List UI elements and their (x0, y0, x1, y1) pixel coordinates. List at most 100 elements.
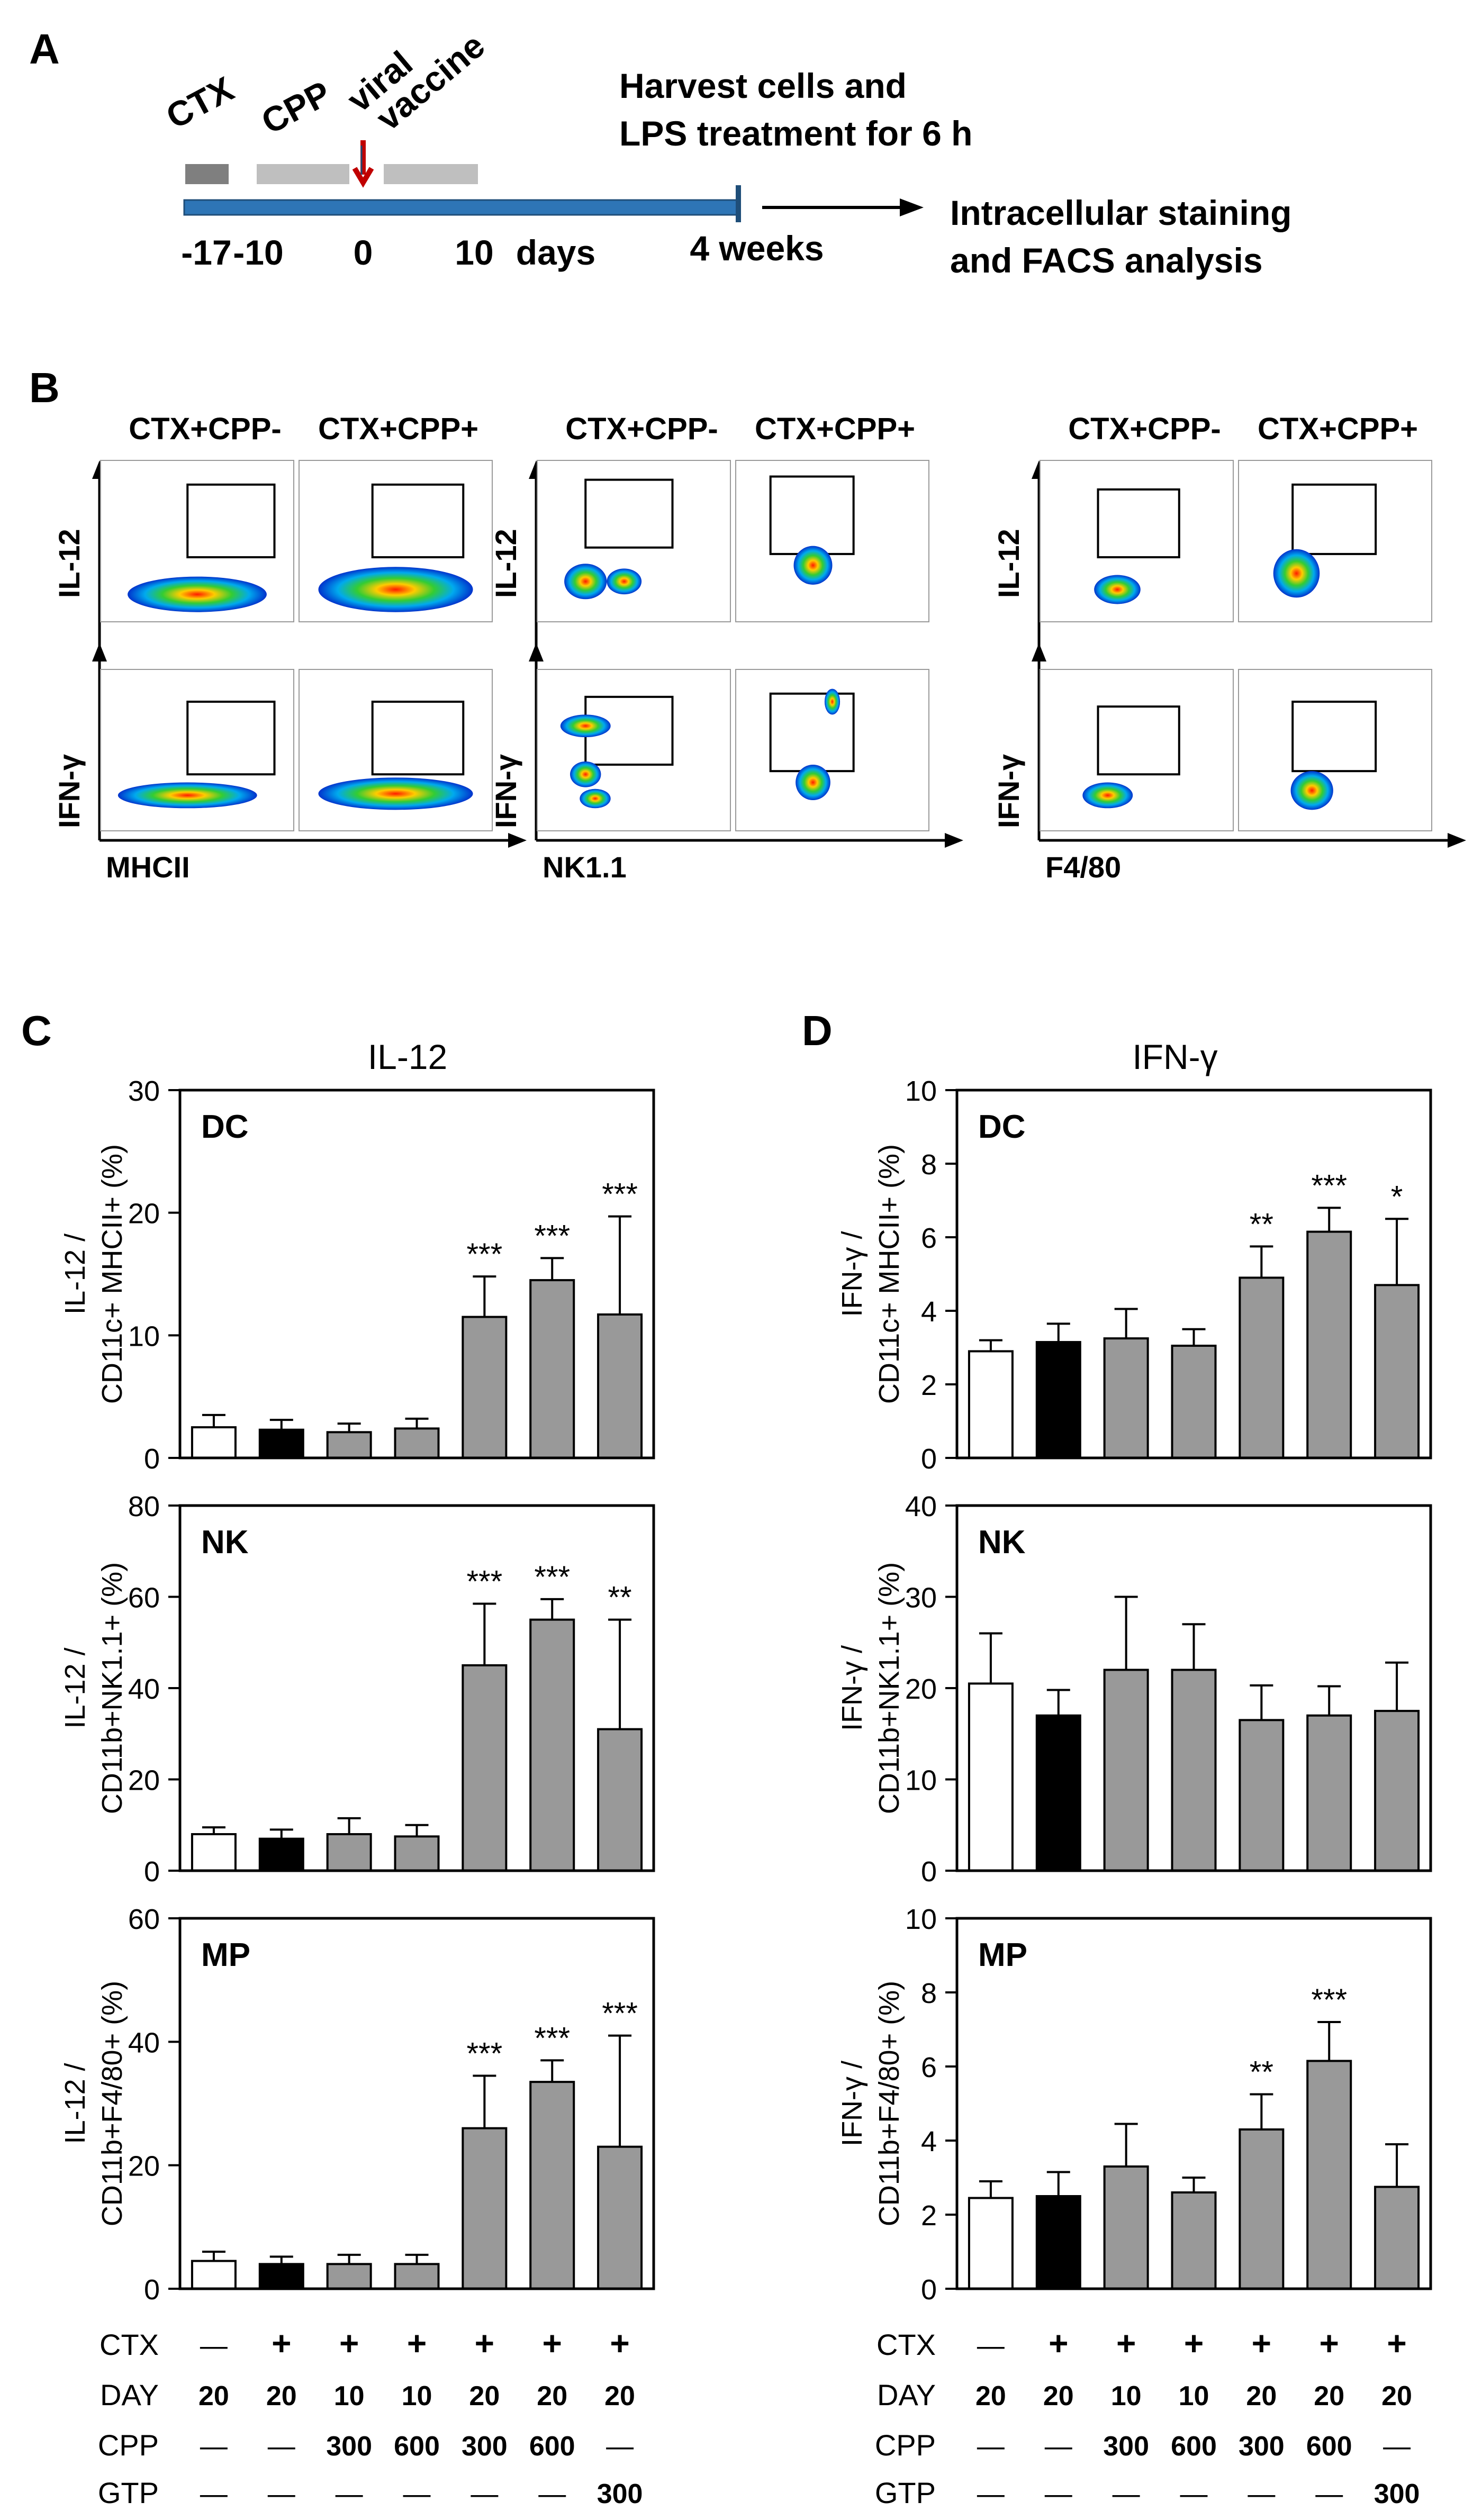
condition-value: + (610, 2324, 629, 2362)
significance-label: *** (534, 2021, 570, 2055)
condition-value: 600 (394, 2431, 440, 2462)
flow-population (318, 567, 473, 612)
condition-value: 10 (402, 2381, 432, 2412)
flow-population (560, 714, 611, 738)
significance-label: *** (534, 1219, 570, 1253)
flow-population (1273, 549, 1320, 598)
condition-value: — (1383, 2431, 1411, 2462)
condition-value: 300 (1103, 2431, 1149, 2462)
flow-plot-groups: CTX+CPP- CTX+CPP+ MHCII IL-12 IFN-γ CTX+CPP- C… (52, 412, 1466, 884)
y-tick-label: 0 (144, 2274, 160, 2306)
condition-label-right: CTX+CPP+ (318, 412, 478, 446)
cpp-bar-after (384, 164, 478, 184)
y-label-line2: CD11c+ MHCII+ (%) (873, 1144, 905, 1404)
flow-y-axis-arrow (1032, 643, 1046, 661)
condition-value: — (403, 2479, 431, 2509)
y-label-line2: CD11b+NK1.1+ (%) (873, 1562, 905, 1814)
condition-value: 600 (1171, 2431, 1217, 2462)
bar (1103, 1669, 1149, 1872)
condition-value: 20 (1246, 2381, 1277, 2412)
condition-value: + (1116, 2324, 1136, 2362)
significance-label: *** (534, 1560, 570, 1594)
condition-value: + (475, 2324, 494, 2362)
flow-population (1082, 782, 1133, 809)
y-tick-label: 0 (921, 1443, 937, 1475)
condition-value: 10 (334, 2381, 365, 2412)
flow-population (607, 568, 642, 595)
y-tick-label: 8 (921, 1978, 937, 2009)
bar (1306, 2060, 1352, 2290)
condition-value: + (1320, 2324, 1339, 2362)
bar (1035, 1341, 1081, 1459)
plot-frame (955, 1089, 1432, 1460)
y-label-line1: IFN-γ / (836, 2061, 868, 2146)
bar (258, 2263, 304, 2290)
y-tick-label: 40 (128, 1673, 160, 1705)
chart-C-MP: *** *** *** 0 20 40 60 MP IL-12 /CD11b+F4/80+ (%… (59, 1903, 655, 2306)
condition-value: 20 (1043, 2381, 1074, 2412)
condition-value: — (200, 2331, 228, 2361)
bar (529, 2081, 575, 2290)
y-tick-label: 60 (128, 1903, 160, 1935)
bar (462, 1316, 508, 1459)
flow-x-axis-arrow (1448, 833, 1466, 848)
condition-row-label: DAY (877, 2378, 936, 2412)
tick-days: days (516, 233, 595, 272)
bar (326, 2263, 372, 2290)
bar (1239, 1276, 1285, 1459)
harvest-line-1: Harvest cells and (619, 66, 907, 105)
condition-value: — (1180, 2479, 1208, 2509)
condition-value: — (538, 2479, 566, 2509)
y-label-line2: CD11b+F4/80+ (%) (873, 1981, 905, 2226)
condition-value: — (606, 2431, 634, 2462)
condition-value: — (1045, 2479, 1072, 2509)
bar (462, 2127, 508, 2290)
bar (1374, 1284, 1420, 1460)
panel-b: B CTX+CPP- CTX+CPP+MHCIIIL-12IFN-γCTX+CPP… (29, 364, 1466, 884)
condition-row-label: DAY (100, 2378, 159, 2412)
bar (1306, 1714, 1352, 1872)
y-label-line2: CD11b+F4/80+ (%) (96, 1981, 128, 2226)
condition-row-label: GTP (875, 2476, 936, 2509)
bar (597, 1728, 643, 1872)
y-tick-label: 2 (921, 2200, 937, 2232)
bar (968, 1682, 1014, 1872)
bar (326, 1833, 372, 1872)
condition-label-right: CTX+CPP+ (1258, 412, 1418, 446)
bar (1171, 2191, 1217, 2290)
y-tick-label: 20 (128, 1198, 160, 1230)
y-tick-label: 10 (905, 1903, 937, 1935)
significance-label: * (1391, 1180, 1403, 1214)
bar (394, 1427, 440, 1459)
flow-population (118, 782, 257, 809)
condition-value: 20 (537, 2381, 567, 2412)
significance-label: *** (1311, 1983, 1347, 2017)
bar (394, 1835, 440, 1872)
plot-frame (178, 1504, 655, 1872)
panel-b-letter: B (29, 364, 60, 411)
flow-gate (371, 483, 465, 558)
panel-d-title: IFN-γ (1132, 1037, 1217, 1076)
condition-value: 300 (1374, 2479, 1420, 2509)
condition-value: 300 (462, 2431, 508, 2462)
harvest-line-2: LPS treatment for 6 h (619, 114, 972, 153)
y-tick-label: 10 (128, 1320, 160, 1352)
condition-value: — (471, 2479, 498, 2509)
significance-label: ** (608, 1581, 631, 1615)
condition-value: + (1387, 2324, 1406, 2362)
plot-frame (178, 1917, 655, 2290)
flow-gate (584, 478, 674, 549)
ctx-bar (185, 164, 229, 184)
cpp-bar-before (257, 164, 349, 184)
bar (1374, 2186, 1420, 2290)
condition-value: — (268, 2479, 295, 2509)
condition-value: — (1113, 2479, 1140, 2509)
flow-population (318, 777, 473, 810)
y-label-line1: IL-12 / (59, 1234, 91, 1315)
condition-label-right: CTX+CPP+ (755, 412, 915, 446)
flow-population (580, 788, 611, 809)
flow-plot-box (1238, 460, 1432, 622)
